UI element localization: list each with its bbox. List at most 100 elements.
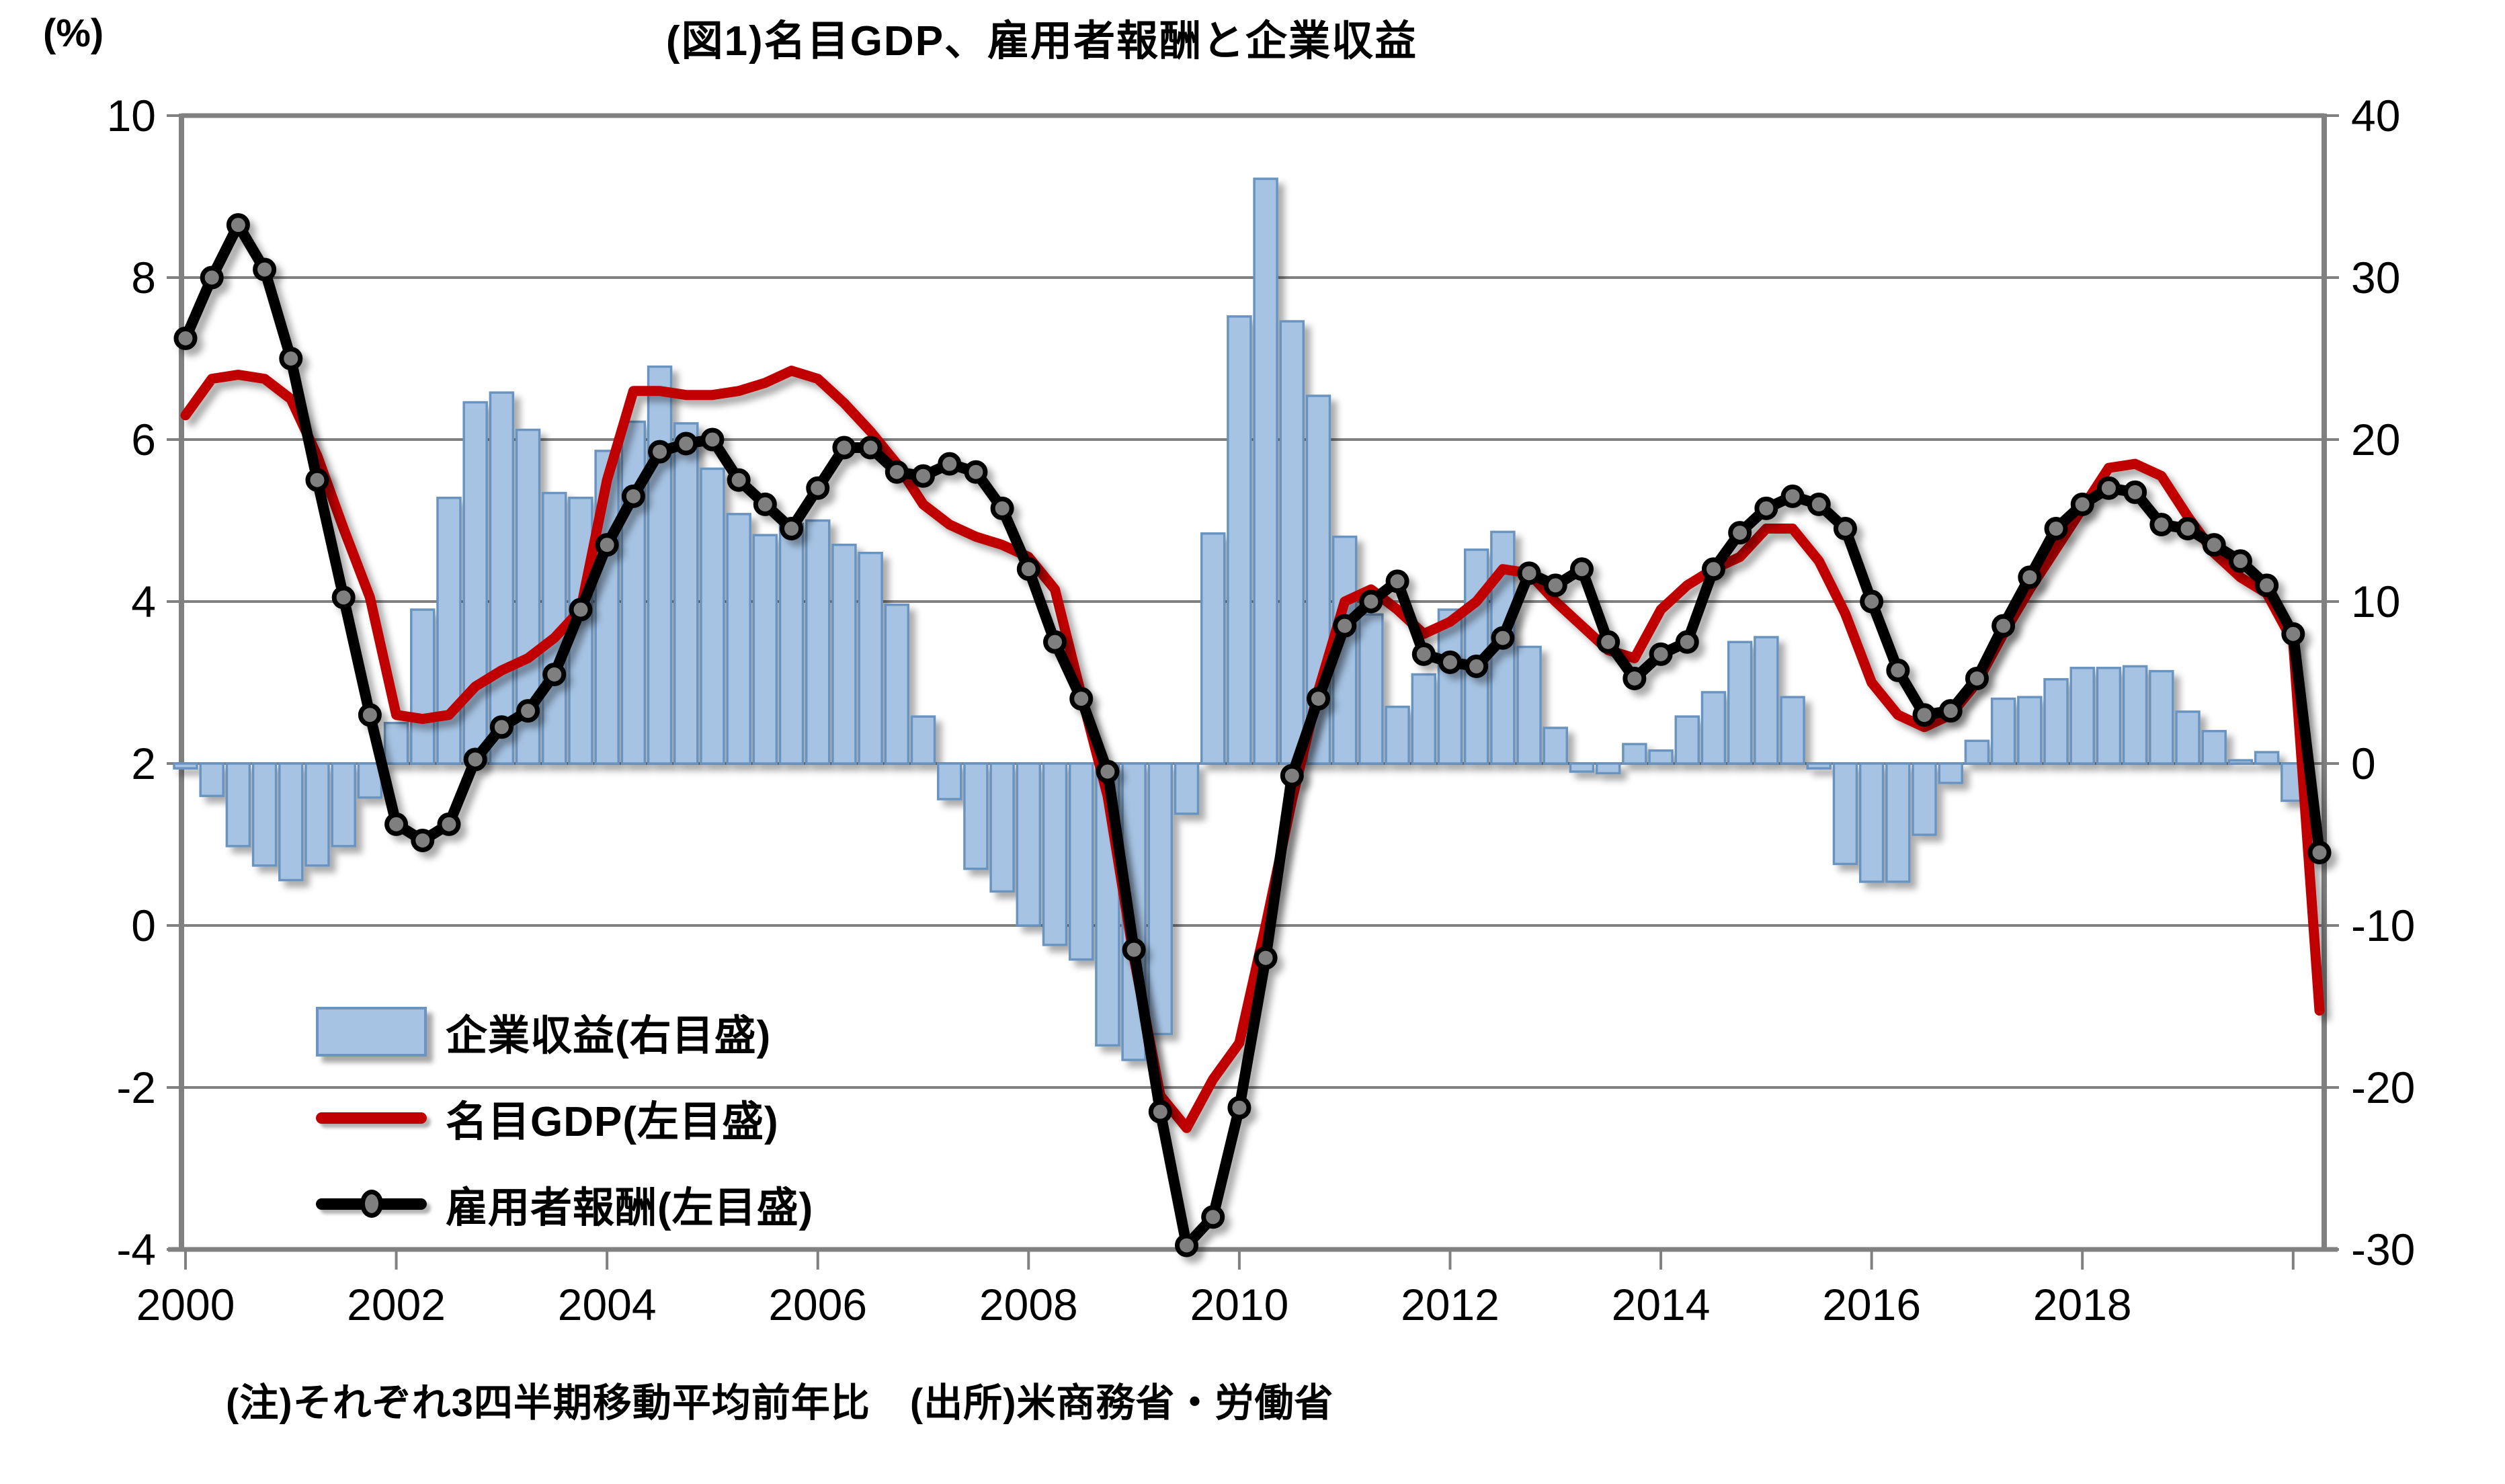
bar-2019Q2 <box>2201 730 2227 765</box>
compensation-marker-2016Q4 <box>1938 699 1963 723</box>
source-note: (注)それぞれ3四半期移動平均前年比 (出所)米商務省・労働省 <box>226 1381 1334 1425</box>
bar-2016Q1 <box>1858 762 1885 883</box>
compensation-marker-2011Q1 <box>1333 614 1357 638</box>
bar-2005Q4 <box>778 522 805 765</box>
bar-2014Q4 <box>1727 641 1753 765</box>
bar-2004Q4 <box>673 422 699 765</box>
bar-2016Q4 <box>1938 762 1963 784</box>
bar-2018Q1 <box>2069 667 2095 765</box>
compensation-marker-2015Q4 <box>1833 517 1857 541</box>
compensation-marker-2011Q2 <box>1359 589 1383 614</box>
x-axis-label-2012: 2012 <box>1401 1280 1500 1329</box>
compensation-marker-2018Q3 <box>2123 480 2147 504</box>
bar-2014Q2 <box>1674 715 1700 765</box>
right-axis-label-0: 0 <box>2351 739 2376 788</box>
bar-2014Q3 <box>1700 691 1727 765</box>
compensation-marker-2018Q4 <box>2149 513 2174 537</box>
compensation-marker-2014Q1 <box>1649 642 1673 666</box>
x-axis-label-2008: 2008 <box>979 1280 1078 1329</box>
compensation-marker-2011Q3 <box>1385 569 1409 593</box>
compensation-marker-2010Q1 <box>1227 1096 1251 1120</box>
compensation-marker-2003Q1 <box>489 715 514 739</box>
bar-2002Q1 <box>383 722 409 765</box>
bar-2000Q1 <box>173 762 198 770</box>
compensation-marker-2019Q2 <box>2202 533 2226 557</box>
bar-2000Q2 <box>199 762 224 797</box>
compensation-marker-2014Q2 <box>1675 630 1699 654</box>
bar-2001Q3 <box>331 762 356 848</box>
bar-2008Q3 <box>1068 762 1094 961</box>
compensation-marker-2010Q2 <box>1254 946 1278 970</box>
chart-title: (図1)名目GDP、雇用者報酬と企業収益 <box>665 18 1418 65</box>
compensation-marker-2015Q3 <box>1807 492 1831 516</box>
bar-2012Q4 <box>1516 645 1542 765</box>
bar-2009Q2 <box>1147 762 1174 1036</box>
bar-2007Q4 <box>989 762 1015 893</box>
compensation-marker-2002Q3 <box>437 812 461 836</box>
bar-2017Q3 <box>2017 696 2043 765</box>
bar-2015Q1 <box>1754 636 1779 765</box>
legend-label: 名目GDP(左目盛) <box>446 1099 779 1145</box>
compensation-marker-2005Q3 <box>753 492 777 516</box>
compensation-marker-2014Q4 <box>1728 521 1752 545</box>
legend-item-corporate-profits: 企業収益(右目盛) <box>316 1003 813 1061</box>
bar-2006Q2 <box>831 543 857 765</box>
bar-2011Q2 <box>1358 613 1384 765</box>
compensation-marker-2006Q1 <box>806 476 830 500</box>
compensation-marker-2008Q3 <box>1069 687 1094 711</box>
compensation-marker-2012Q4 <box>1517 561 1541 585</box>
bar-2002Q3 <box>436 497 462 765</box>
compensation-marker-2007Q2 <box>938 452 962 476</box>
bar-2001Q1 <box>278 762 304 882</box>
compensation-marker-2008Q1 <box>1016 557 1040 581</box>
right-axis-label-10: 10 <box>2351 577 2400 626</box>
bar-2017Q4 <box>2043 677 2069 765</box>
bar-2016Q3 <box>1912 762 1937 836</box>
bar-2004Q3 <box>647 365 673 765</box>
bar-2011Q1 <box>1331 535 1358 765</box>
bar-2005Q1 <box>700 467 725 765</box>
left-axis-label-0: 0 <box>131 901 156 950</box>
compensation-marker-2016Q2 <box>1886 658 1910 682</box>
bar-2008Q2 <box>1042 762 1068 946</box>
bar-2014Q1 <box>1648 749 1674 765</box>
compensation-marker-2012Q1 <box>1438 650 1462 674</box>
compensation-marker-2005Q4 <box>780 517 804 541</box>
x-axis-label-2000: 2000 <box>136 1280 235 1329</box>
left-axis-label--2: -2 <box>116 1063 156 1112</box>
compensation-marker-2016Q1 <box>1860 589 1884 614</box>
legend-black-line-swatch <box>316 1190 427 1218</box>
compensation-marker-2013Q3 <box>1596 630 1620 654</box>
bar-2013Q3 <box>1595 762 1621 775</box>
compensation-polyline <box>180 219 2325 1251</box>
compensation-marker-2017Q1 <box>1965 666 1989 690</box>
bar-2015Q4 <box>1832 762 1858 866</box>
compensation-marker-2011Q4 <box>1411 642 1436 666</box>
compensation-marker-2002Q1 <box>384 812 409 836</box>
compensation-marker-2001Q1 <box>279 347 303 370</box>
compensation-marker-2012Q3 <box>1491 626 1515 650</box>
compensation-marker-2016Q3 <box>1912 703 1936 727</box>
compensation-marker-2000Q1 <box>173 326 198 350</box>
compensation-marker-2013Q4 <box>1623 666 1647 690</box>
bar-2005Q3 <box>752 534 778 765</box>
left-axis-label--4: -4 <box>116 1225 156 1274</box>
compensation-marker-2007Q4 <box>990 496 1014 520</box>
compensation-marker-2014Q3 <box>1701 557 1725 581</box>
bar-2006Q1 <box>805 519 831 765</box>
compensation-marker-2019Q4 <box>2255 573 2279 597</box>
compensation-marker-2013Q1 <box>1543 573 1567 597</box>
compensation-marker-2008Q4 <box>1096 759 1120 784</box>
x-axis-label-2002: 2002 <box>347 1280 446 1329</box>
compensation-marker-2004Q2 <box>621 484 645 508</box>
compensation-marker-2004Q4 <box>674 431 698 456</box>
bar-2019Q3 <box>2227 759 2254 765</box>
compensation-marker-2018Q1 <box>2070 492 2094 516</box>
employee-compensation-line <box>173 213 2332 1258</box>
compensation-marker-2006Q3 <box>858 436 882 460</box>
corporate-profits-bars <box>173 177 2306 1061</box>
compensation-marker-2003Q4 <box>569 597 593 622</box>
compensation-marker-2005Q2 <box>727 468 751 492</box>
bar-2018Q4 <box>2149 669 2174 765</box>
left-axis-label-6: 6 <box>131 415 156 464</box>
